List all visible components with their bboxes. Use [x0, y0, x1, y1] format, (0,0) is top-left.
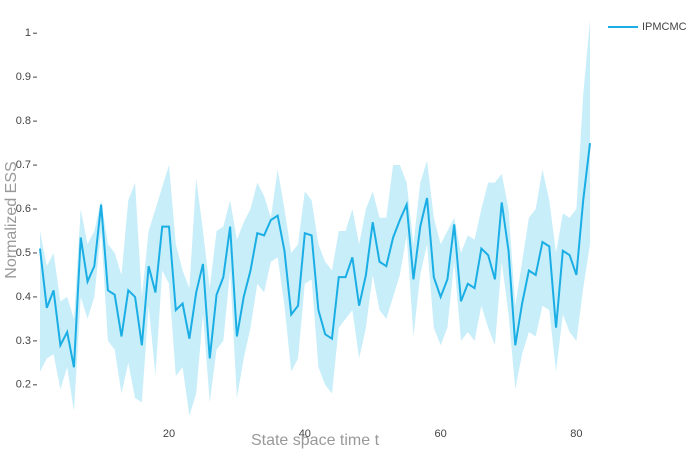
line: [39, 142, 591, 368]
y-tick-label: 0.8: [16, 115, 31, 127]
x-tick-label: 40: [299, 428, 311, 440]
y-tick-label: 0.4: [16, 291, 31, 303]
y-axis-title: Normalized ESS: [3, 161, 20, 278]
y-tick-label: 1: [25, 27, 31, 39]
y-tick-label: 0.5: [16, 247, 31, 259]
y-tick-label: 0.6: [16, 203, 31, 215]
confidence-band: [40, 20, 590, 416]
x-tick-label: 80: [570, 428, 582, 440]
y-tick-label: 0.7: [16, 159, 31, 171]
legend-label: IPMCMC: [642, 21, 687, 33]
x-tick-label: 60: [434, 428, 446, 440]
y-tick-label: 0.3: [16, 335, 31, 347]
x-axis-title: State space time t: [251, 432, 380, 449]
y-tick-label: 0.9: [16, 71, 31, 83]
x-tick-label: 20: [163, 428, 175, 440]
y-tick-label: 0.2: [16, 379, 31, 391]
